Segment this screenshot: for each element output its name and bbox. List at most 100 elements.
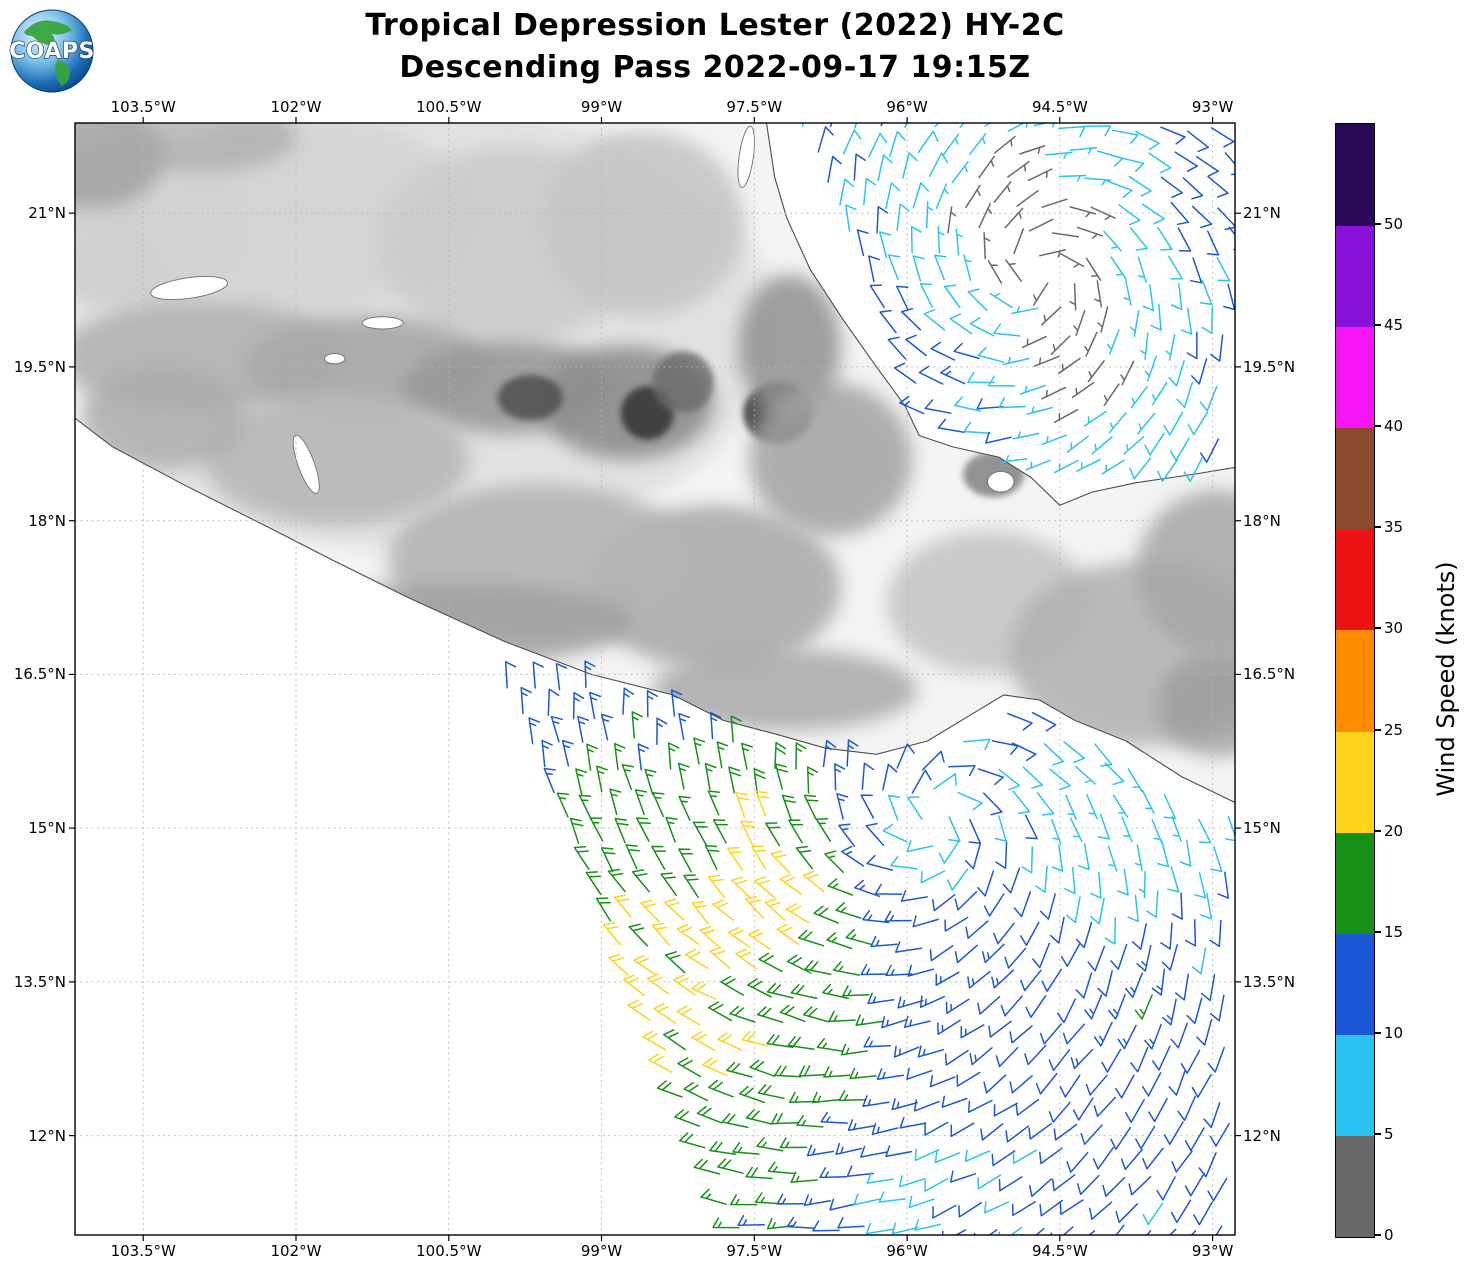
- wind-barb: [846, 739, 859, 767]
- wind-barb: [842, 985, 870, 997]
- wind-barb: [753, 768, 766, 796]
- wind-barb: [1011, 305, 1039, 315]
- wind-barb: [948, 765, 976, 777]
- wind-barb: [1163, 411, 1184, 436]
- wind-barb: [1005, 259, 1023, 282]
- wind-barb: [1156, 1176, 1176, 1201]
- wind-barb: [1110, 943, 1128, 970]
- colorbar-segment-10-15: [1336, 932, 1374, 1035]
- wind-barb: [881, 1016, 908, 1029]
- wind-barb: [1110, 1126, 1132, 1150]
- wind-barb: [1025, 459, 1051, 471]
- wind-barb: [1011, 1201, 1036, 1217]
- wind-barb: [879, 231, 892, 258]
- wind-barb: [1144, 355, 1158, 382]
- terrain-shading-blob: [285, 582, 633, 665]
- wind-barb: [717, 1032, 743, 1051]
- wind-barb: [968, 818, 982, 845]
- wind-barb: [941, 1095, 968, 1108]
- wind-barb: [758, 952, 783, 973]
- wind-barb: [708, 1079, 734, 1098]
- wind-barb: [877, 154, 893, 182]
- wind-barb: [1028, 1122, 1053, 1140]
- axis-tick-marks: [69, 117, 1241, 1241]
- wind-barb: [1200, 974, 1216, 1002]
- wind-barb: [1104, 917, 1117, 945]
- wind-barb: [573, 846, 590, 870]
- wind-barb: [1148, 1097, 1168, 1123]
- wind-barb: [676, 923, 700, 945]
- wind-barb: [1190, 358, 1208, 385]
- wind-barb: [704, 844, 720, 870]
- wind-barb: [918, 365, 944, 385]
- wind-barb: [964, 842, 982, 870]
- wind-barb: [1041, 434, 1068, 446]
- terrain-shading-blob: [652, 648, 918, 731]
- wind-barb: [998, 397, 1026, 409]
- wind-barb: [1048, 1101, 1071, 1123]
- wind-barb: [1009, 1025, 1033, 1044]
- wind-barb: [1033, 123, 1055, 128]
- wind-barb: [1180, 1049, 1201, 1074]
- wind-barb: [964, 1149, 991, 1163]
- wind-barb: [1084, 177, 1112, 186]
- logo-continent-north: [24, 20, 72, 46]
- terrain-shading-blob: [497, 375, 563, 421]
- wind-barb: [863, 177, 877, 206]
- wind-barb: [876, 206, 889, 234]
- lat-tick-label-right: 21°N: [1243, 204, 1281, 223]
- wind-barb: [816, 1037, 844, 1053]
- coaps-logo: COAPS: [9, 9, 95, 93]
- wind-barb: [828, 1010, 856, 1023]
- wind-barb: [608, 953, 629, 976]
- wind-barb: [1183, 457, 1203, 483]
- wind-barb: [785, 903, 810, 924]
- wind-barb: [699, 925, 721, 949]
- lat-tick-label-left: 19.5°N: [13, 357, 66, 376]
- wind-barb: [737, 1214, 765, 1226]
- wind-barb: [622, 974, 646, 997]
- wind-barb: [934, 1150, 961, 1164]
- wind-barb: [983, 893, 1005, 917]
- wind-barb: [664, 951, 686, 974]
- wind-barb: [1039, 249, 1066, 258]
- wind-barb: [1015, 1098, 1040, 1116]
- wind-barb: [835, 1142, 863, 1156]
- wind-barb: [770, 850, 791, 874]
- wind-barb: [1163, 793, 1177, 820]
- wind-barb: [1049, 916, 1065, 944]
- lat-tick-label-right: 16.5°N: [1243, 665, 1296, 684]
- wind-barb: [1025, 995, 1047, 1019]
- wind-barb: [696, 1105, 723, 1124]
- wind-barb: [1210, 127, 1235, 148]
- wind-barb: [894, 941, 923, 953]
- wind-barb: [870, 935, 898, 948]
- colorbar-tick-mark: [1375, 425, 1381, 428]
- lon-tick-label-bottom: 103.5°W: [110, 1242, 176, 1260]
- wind-barb: [1195, 155, 1220, 177]
- wind-barb: [947, 206, 957, 234]
- wind-barb: [835, 902, 862, 919]
- wind-barb: [940, 365, 966, 385]
- wind-barb: [634, 789, 648, 816]
- wind-barb: [1170, 201, 1190, 226]
- wind-barb: [1020, 969, 1042, 992]
- wind-barb: [1150, 303, 1162, 331]
- wind-barb: [735, 791, 750, 819]
- wind-barb: [896, 203, 910, 231]
- wind-barb: [656, 1080, 683, 1098]
- wind-barb: [779, 1137, 808, 1149]
- wind-barb: [1223, 283, 1235, 311]
- wind-barb: [1075, 972, 1093, 999]
- wind-barb: [1021, 845, 1034, 874]
- wind-barb: [730, 715, 742, 743]
- wind-barb: [1039, 1023, 1062, 1045]
- wind-barb: [887, 254, 901, 281]
- wind-barb: [1167, 866, 1180, 893]
- wind-barb: [1206, 230, 1220, 256]
- wind-barb: [1117, 1024, 1137, 1050]
- wind-barb: [899, 1116, 927, 1129]
- wind-barb: [663, 1029, 686, 1051]
- wind-barb: [969, 1047, 993, 1066]
- wind-barb: [677, 762, 690, 790]
